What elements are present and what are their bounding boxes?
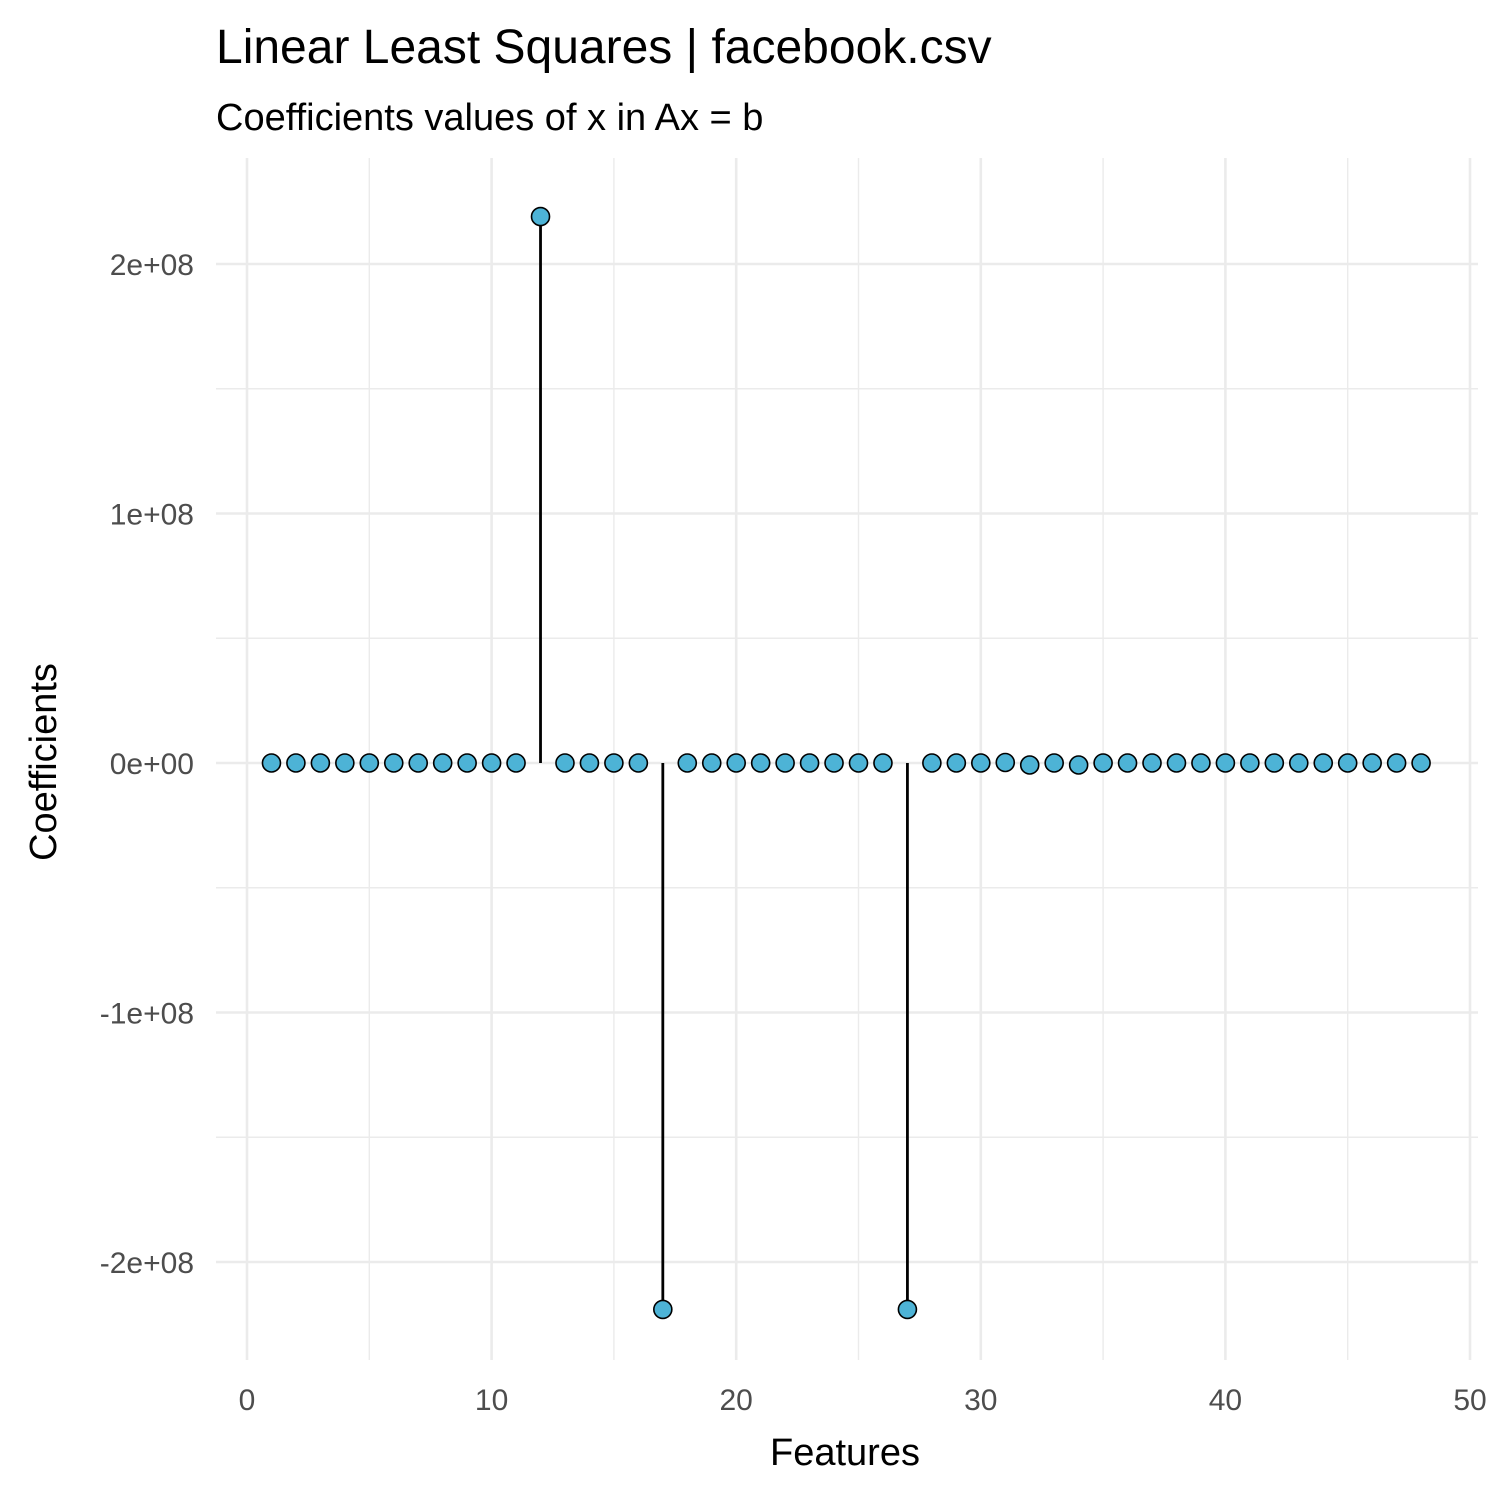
data-point (897, 1299, 918, 1320)
data-point (1313, 753, 1334, 773)
data-point (922, 753, 942, 773)
stems (539, 216, 909, 1310)
data-point (1215, 753, 1236, 773)
y-tick-label: -2e+08 (100, 1247, 194, 1280)
data-point (359, 753, 380, 773)
data-point (1240, 753, 1260, 773)
x-tick-label: 30 (964, 1384, 997, 1417)
data-point (1117, 753, 1138, 773)
data-point (506, 753, 526, 773)
x-tick-label: 20 (720, 1384, 753, 1417)
data-point (1288, 753, 1309, 773)
data-point (824, 753, 844, 773)
data-point (653, 1299, 673, 1320)
data-point (1191, 753, 1211, 773)
y-tick-label: 2e+08 (110, 249, 194, 282)
x-tick-label: 50 (1453, 1384, 1486, 1417)
data-point (848, 753, 869, 773)
data-point (1264, 753, 1285, 773)
data-point (750, 753, 771, 773)
data-point (261, 753, 282, 773)
data-point (775, 753, 795, 773)
data-point (1142, 753, 1162, 773)
data-point (1411, 753, 1431, 773)
data-point (1068, 755, 1089, 775)
data-point (383, 753, 404, 773)
chart-subtitle: Coefficients values of x in Ax = b (216, 97, 763, 139)
data-point (701, 753, 722, 773)
x-axis-title: Features (770, 1432, 920, 1474)
x-tick-label: 0 (239, 1384, 256, 1417)
data-point (799, 753, 820, 773)
data-point (579, 753, 600, 773)
data-point (555, 753, 575, 773)
data-point (946, 753, 967, 773)
y-tick-label: 0e+00 (110, 748, 194, 781)
data-point (1093, 753, 1113, 773)
grid (216, 158, 1478, 1360)
y-axis-ticks: -2e+08 -1e+08 0e+00 1e+08 2e+08 (100, 249, 194, 1280)
data-point (677, 753, 698, 773)
data-point (457, 753, 477, 773)
x-tick-label: 40 (1209, 1384, 1242, 1417)
data-point (995, 752, 1016, 773)
data-point (1019, 755, 1040, 775)
data-point (970, 753, 991, 773)
data-point (286, 753, 306, 773)
data-point (530, 206, 551, 227)
x-tick-label: 10 (475, 1384, 508, 1417)
data-point (873, 753, 893, 773)
data-point (726, 753, 747, 773)
data-point (1362, 753, 1382, 773)
data-point (604, 753, 624, 773)
data-point (481, 753, 502, 773)
y-axis-title: Coefficients (23, 663, 65, 861)
y-tick-label: 1e+08 (110, 499, 194, 532)
data-point (1337, 753, 1358, 773)
x-axis-ticks: 0 10 20 30 40 50 (239, 1384, 1487, 1417)
data-point (408, 753, 429, 773)
chart-title: Linear Least Squares | facebook.csv (216, 21, 992, 74)
data-point (1386, 753, 1407, 773)
data-point (628, 753, 649, 773)
data-point (335, 753, 355, 773)
data-point (1044, 753, 1064, 773)
y-tick-label: -1e+08 (100, 998, 194, 1031)
data-points (261, 206, 1431, 1320)
data-point (432, 753, 453, 773)
data-point (1166, 753, 1187, 773)
data-point (310, 753, 331, 773)
